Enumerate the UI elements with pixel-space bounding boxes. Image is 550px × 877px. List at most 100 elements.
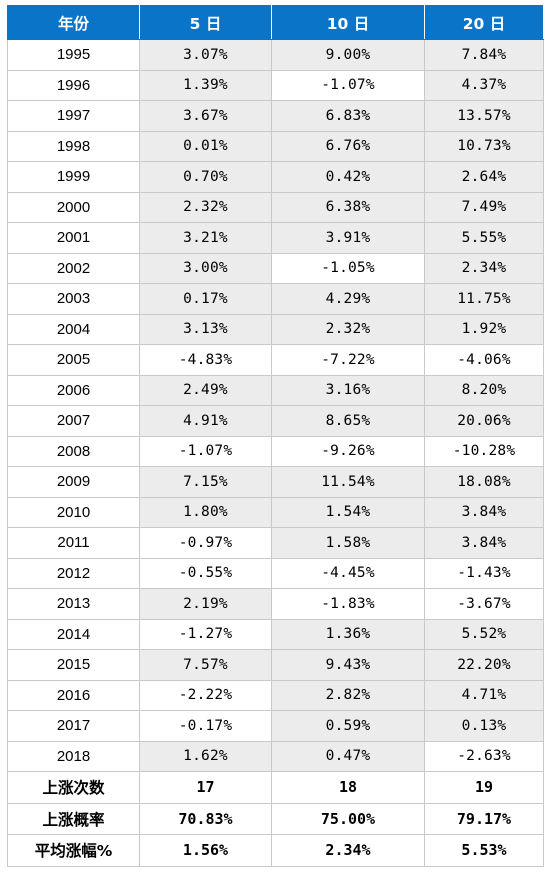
return-cell-d10: 3.91% bbox=[271, 222, 425, 254]
return-cell-d10: 9.43% bbox=[271, 649, 425, 681]
return-cell-d10: 4.29% bbox=[271, 283, 425, 315]
return-cell-d20: 5.55% bbox=[424, 222, 544, 254]
year-cell: 1999 bbox=[7, 161, 140, 193]
return-cell-d20: 7.49% bbox=[424, 191, 544, 223]
return-cell-d10: 6.38% bbox=[271, 191, 425, 223]
return-cell-d5: -2.22% bbox=[139, 679, 272, 711]
return-cell-d5: 4.91% bbox=[139, 405, 272, 437]
table-row: 2011 -0.97% 1.58% 3.84% bbox=[7, 527, 544, 559]
return-cell-d20: -1.43% bbox=[424, 557, 544, 589]
return-cell-d20: 1.92% bbox=[424, 313, 544, 345]
return-cell-d20: 10.73% bbox=[424, 130, 544, 162]
return-cell-d20: 13.57% bbox=[424, 100, 544, 132]
table-row: 1998 0.01% 6.76% 10.73% bbox=[7, 130, 544, 162]
return-cell-d20: 3.84% bbox=[424, 527, 544, 559]
table-row: 1997 3.67% 6.83% 13.57% bbox=[7, 100, 544, 132]
year-cell: 2014 bbox=[7, 618, 140, 650]
table-row: 2015 7.57% 9.43% 22.20% bbox=[7, 649, 544, 681]
table-row: 2008 -1.07% -9.26% -10.28% bbox=[7, 435, 544, 467]
return-cell-d10: 3.16% bbox=[271, 374, 425, 406]
return-cell-d5: -1.07% bbox=[139, 435, 272, 467]
table-row: 2018 1.62% 0.47% -2.63% bbox=[7, 740, 544, 772]
table-row: 2009 7.15% 11.54% 18.08% bbox=[7, 466, 544, 498]
return-cell-d20: 7.84% bbox=[424, 39, 544, 71]
return-cell-d5: 1.39% bbox=[139, 69, 272, 101]
summary-label: 平均涨幅% bbox=[7, 834, 140, 867]
return-cell-d10: -7.22% bbox=[271, 344, 425, 376]
table-row: 2002 3.00% -1.05% 2.34% bbox=[7, 252, 544, 284]
return-cell-d20: 11.75% bbox=[424, 283, 544, 315]
return-cell-d5: 2.32% bbox=[139, 191, 272, 223]
year-cell: 2015 bbox=[7, 649, 140, 681]
summary-row: 上涨次数 17 18 19 bbox=[7, 771, 544, 804]
year-cell: 2005 bbox=[7, 344, 140, 376]
return-cell-d10: 0.42% bbox=[271, 161, 425, 193]
return-cell-d10: -1.05% bbox=[271, 252, 425, 284]
return-cell-d10: 0.59% bbox=[271, 710, 425, 742]
return-cell-d5: 1.80% bbox=[139, 496, 272, 528]
return-cell-d5: 0.70% bbox=[139, 161, 272, 193]
year-cell: 2007 bbox=[7, 405, 140, 437]
return-cell-d10: 8.65% bbox=[271, 405, 425, 437]
return-cell-d20: 5.52% bbox=[424, 618, 544, 650]
table-row: 2013 2.19% -1.83% -3.67% bbox=[7, 588, 544, 620]
summary-label: 上涨概率 bbox=[7, 802, 140, 835]
header-year: 年份 bbox=[7, 5, 140, 40]
year-cell: 1995 bbox=[7, 39, 140, 71]
table-row: 2000 2.32% 6.38% 7.49% bbox=[7, 191, 544, 223]
return-cell-d5: -0.97% bbox=[139, 527, 272, 559]
return-cell-d10: 11.54% bbox=[271, 466, 425, 498]
table-row: 2007 4.91% 8.65% 20.06% bbox=[7, 405, 544, 437]
return-cell-d20: -3.67% bbox=[424, 588, 544, 620]
return-cell-d20: 2.64% bbox=[424, 161, 544, 193]
summary-row: 上涨概率 70.83% 75.00% 79.17% bbox=[7, 802, 544, 835]
returns-table: 年份 5 日 10 日 20 日 1995 3.07% 9.00% 7.84% 1996… bbox=[7, 5, 544, 867]
table-row: 2012 -0.55% -4.45% -1.43% bbox=[7, 557, 544, 589]
summary-value-d10: 2.34% bbox=[271, 834, 425, 867]
table-row: 2001 3.21% 3.91% 5.55% bbox=[7, 222, 544, 254]
return-cell-d10: -9.26% bbox=[271, 435, 425, 467]
return-cell-d20: -10.28% bbox=[424, 435, 544, 467]
return-cell-d20: -4.06% bbox=[424, 344, 544, 376]
return-cell-d10: 2.82% bbox=[271, 679, 425, 711]
return-cell-d20: 4.37% bbox=[424, 69, 544, 101]
year-cell: 2006 bbox=[7, 374, 140, 406]
year-cell: 2001 bbox=[7, 222, 140, 254]
table-row: 2004 3.13% 2.32% 1.92% bbox=[7, 313, 544, 345]
return-cell-d10: 6.83% bbox=[271, 100, 425, 132]
summary-value-d20: 19 bbox=[424, 771, 544, 804]
return-cell-d10: -1.83% bbox=[271, 588, 425, 620]
year-cell: 1997 bbox=[7, 100, 140, 132]
return-cell-d10: 2.32% bbox=[271, 313, 425, 345]
year-cell: 2010 bbox=[7, 496, 140, 528]
return-cell-d5: 0.01% bbox=[139, 130, 272, 162]
return-cell-d20: 3.84% bbox=[424, 496, 544, 528]
year-cell: 2002 bbox=[7, 252, 140, 284]
return-cell-d20: 20.06% bbox=[424, 405, 544, 437]
return-cell-d20: 2.34% bbox=[424, 252, 544, 284]
summary-value-d10: 18 bbox=[271, 771, 425, 804]
return-cell-d20: 4.71% bbox=[424, 679, 544, 711]
year-cell: 2017 bbox=[7, 710, 140, 742]
return-cell-d5: -0.55% bbox=[139, 557, 272, 589]
table-row: 2005 -4.83% -7.22% -4.06% bbox=[7, 344, 544, 376]
return-cell-d5: 3.13% bbox=[139, 313, 272, 345]
year-cell: 2013 bbox=[7, 588, 140, 620]
return-cell-d10: 9.00% bbox=[271, 39, 425, 71]
year-cell: 2004 bbox=[7, 313, 140, 345]
return-cell-d20: 0.13% bbox=[424, 710, 544, 742]
summary-row: 平均涨幅% 1.56% 2.34% 5.53% bbox=[7, 834, 544, 867]
table-row: 2014 -1.27% 1.36% 5.52% bbox=[7, 618, 544, 650]
table-row: 2016 -2.22% 2.82% 4.71% bbox=[7, 679, 544, 711]
header-row: 年份 5 日 10 日 20 日 bbox=[7, 5, 544, 40]
return-cell-d5: -1.27% bbox=[139, 618, 272, 650]
summary-label: 上涨次数 bbox=[7, 771, 140, 804]
table-row: 2003 0.17% 4.29% 11.75% bbox=[7, 283, 544, 315]
year-cell: 2012 bbox=[7, 557, 140, 589]
return-cell-d5: 1.62% bbox=[139, 740, 272, 772]
return-cell-d5: 0.17% bbox=[139, 283, 272, 315]
return-cell-d5: 2.19% bbox=[139, 588, 272, 620]
return-cell-d10: 1.36% bbox=[271, 618, 425, 650]
year-cell: 2008 bbox=[7, 435, 140, 467]
return-cell-d5: 7.57% bbox=[139, 649, 272, 681]
